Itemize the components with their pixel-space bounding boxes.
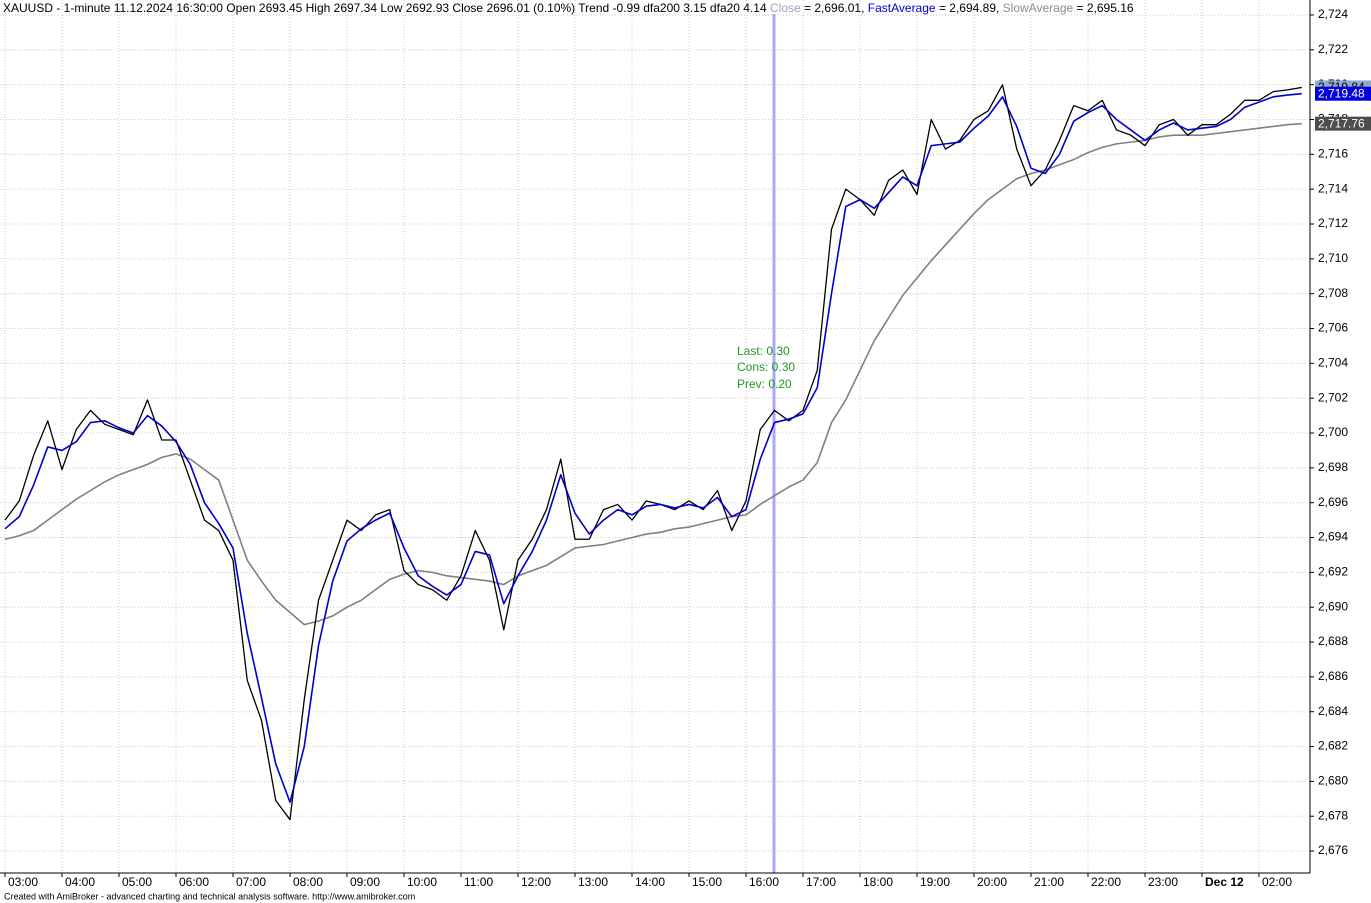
y-tick-label: 2,684 xyxy=(1318,704,1348,718)
y-tick-label: 2,680 xyxy=(1318,774,1348,788)
y-tick-label: 2,706 xyxy=(1318,321,1348,335)
x-tick-label: 05:00 xyxy=(122,875,152,889)
legend-name: SlowAverage xyxy=(1002,1,1074,15)
y-tick-label: 2,710 xyxy=(1318,251,1348,265)
x-tick-label: 14:00 xyxy=(635,875,665,889)
y-tick-label: 2,692 xyxy=(1318,565,1348,579)
x-tick-label: 23:00 xyxy=(1148,875,1178,889)
x-tick-label: 18:00 xyxy=(863,875,893,889)
y-tick-label: 2,676 xyxy=(1318,843,1348,857)
y-tick-label: 2,700 xyxy=(1318,425,1348,439)
series-lines xyxy=(4,84,1302,821)
x-tick-label: 12:00 xyxy=(521,875,551,889)
series-line xyxy=(4,122,1302,626)
y-tick-label: 2,686 xyxy=(1318,669,1348,683)
x-tick-label: 11:00 xyxy=(464,875,493,889)
grid xyxy=(0,0,1310,873)
y-tick-label: 2,712 xyxy=(1318,216,1348,230)
price-tag xyxy=(1315,86,1371,101)
x-tick-label: 16:00 xyxy=(749,875,779,889)
legend-readout: = 2,694.89, xyxy=(938,1,1000,15)
x-tick-label: 10:00 xyxy=(407,875,437,889)
x-tick-label: 03:00 xyxy=(8,875,38,889)
y-tick-label: 2,708 xyxy=(1318,286,1348,300)
legend-name: Close xyxy=(770,1,801,15)
series-line xyxy=(4,84,1302,821)
price-tag-label: 2,717.76 xyxy=(1318,116,1365,130)
price-tag xyxy=(1315,116,1371,131)
x-tick-label: 20:00 xyxy=(977,875,1007,889)
x-tick-label: 04:00 xyxy=(65,875,95,889)
y-tick-label: 2,724 xyxy=(1318,7,1348,21)
y-tick-label: 2,702 xyxy=(1318,390,1348,404)
header-title: XAUUSD - 1-minute 11.12.2024 16:30:00 Op… xyxy=(3,1,767,15)
x-tick-label: 22:00 xyxy=(1091,875,1121,889)
footer: Created with AmiBroker - advanced charti… xyxy=(4,891,415,901)
x-tick-label: 07:00 xyxy=(236,875,266,889)
annotation: Prev: 0.20 xyxy=(737,377,792,391)
legend-name: FastAverage xyxy=(867,1,936,15)
x-tick-label: 08:00 xyxy=(293,875,323,889)
axes: 2,676 2,678 2,680 2,682 2,684 2,686 2,688 2,690… xyxy=(4,7,1371,889)
y-tick-label: 2,688 xyxy=(1318,634,1348,648)
y-tick-label: 2,704 xyxy=(1318,356,1348,370)
y-tick-label: 2,678 xyxy=(1318,808,1348,822)
x-tick-label: 17:00 xyxy=(806,875,836,889)
x-tick-label: 21:00 xyxy=(1034,875,1064,889)
annotation: Cons: 0.30 xyxy=(737,360,795,374)
y-tick-label: 2,694 xyxy=(1318,530,1348,544)
x-tick-label: 19:00 xyxy=(920,875,950,889)
x-tick-label: 06:00 xyxy=(179,875,209,889)
annotation: Last: 0.30 xyxy=(737,344,790,358)
legend-readout: = 2,696.01, xyxy=(804,1,865,15)
x-tick-label: 02:00 xyxy=(1262,875,1292,889)
y-tick-label: 2,722 xyxy=(1318,42,1348,56)
x-tick-label: Dec 12 xyxy=(1205,875,1244,889)
y-tick-label: 2,682 xyxy=(1318,739,1348,753)
y-tick-label: 2,690 xyxy=(1318,599,1348,613)
x-tick-label: 13:00 xyxy=(578,875,608,889)
header: XAUUSD - 1-minute 11.12.2024 16:30:00 Op… xyxy=(3,1,1134,15)
series-line xyxy=(4,92,1302,804)
y-tick-label: 2,714 xyxy=(1318,181,1348,195)
y-tick-label: 2,696 xyxy=(1318,495,1348,509)
legend-readout: = 2,695.16 xyxy=(1076,1,1134,15)
x-tick-label: 15:00 xyxy=(692,875,722,889)
y-tick-label: 2,698 xyxy=(1318,460,1348,474)
y-tick-label: 2,716 xyxy=(1318,146,1348,160)
x-tick-label: 09:00 xyxy=(350,875,380,889)
price-tag-label: 2,719.48 xyxy=(1318,86,1365,100)
